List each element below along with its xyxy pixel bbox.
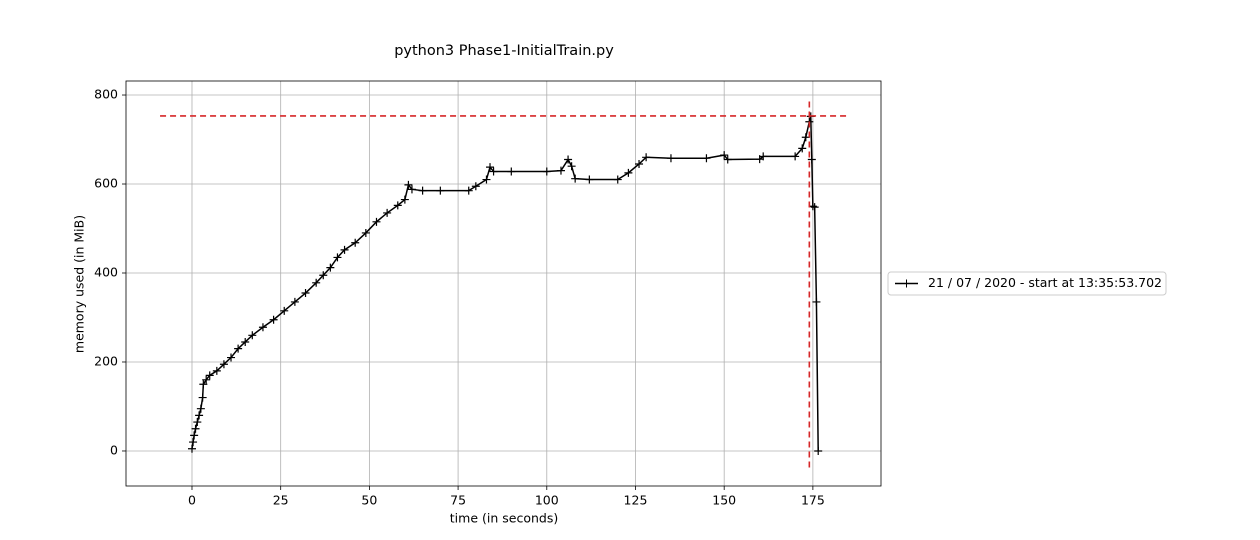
x-tick-label: 125 (624, 493, 648, 508)
data-point (624, 168, 633, 177)
data-point (227, 353, 236, 362)
x-tick-label: 175 (801, 493, 825, 508)
data-point (418, 186, 427, 195)
data-point (219, 360, 228, 369)
data-point (340, 245, 349, 254)
data-point (301, 289, 310, 298)
data-point (720, 151, 729, 160)
plot-frame (125, 80, 882, 487)
x-tick-label: 100 (535, 493, 559, 508)
data-point (199, 380, 208, 389)
data-point (613, 175, 622, 184)
data-point (567, 162, 576, 171)
data-point (556, 166, 565, 175)
legend-label: 21 / 07 / 2020 - start at 13:35:53.702 (928, 275, 1162, 290)
data-point (801, 133, 810, 142)
data-point (666, 154, 675, 163)
data-point (814, 446, 823, 455)
chart-title: python3 Phase1-InitialTrain.py (394, 43, 614, 59)
data-point (393, 201, 402, 210)
data-point (187, 444, 196, 453)
data-point (195, 411, 204, 420)
x-tick-label: 50 (361, 493, 377, 508)
data-point (326, 263, 335, 272)
data-point (723, 155, 732, 164)
legend-marker (902, 279, 911, 288)
data-point (404, 180, 413, 189)
data-point (400, 195, 409, 204)
data-point (193, 418, 202, 427)
y-tick-label: 0 (110, 442, 118, 457)
data-point (198, 393, 207, 402)
legend-box (887, 271, 1167, 296)
data-point (202, 375, 211, 384)
data-point (807, 155, 816, 164)
data-point (351, 238, 360, 247)
data-point (808, 202, 817, 211)
data-point (205, 371, 214, 380)
data-point (191, 424, 200, 433)
data-point (196, 404, 205, 413)
y-tick-label: 400 (94, 264, 118, 279)
data-point (269, 315, 278, 324)
data-point (212, 366, 221, 375)
data-point (642, 153, 651, 162)
y-axis-label: memory used (in MiB) (72, 215, 87, 353)
data-point (635, 159, 644, 168)
y-tick-label: 200 (94, 353, 118, 368)
data-point (333, 253, 342, 262)
x-tick-label: 0 (188, 493, 196, 508)
data-point (564, 155, 573, 164)
data-point (542, 167, 551, 176)
data-point (383, 208, 392, 217)
data-point (312, 278, 321, 287)
data-point (290, 297, 299, 306)
data-point (471, 182, 480, 191)
data-point (241, 337, 250, 346)
data-point (361, 228, 370, 237)
data-point (234, 344, 243, 353)
x-tick-label: 25 (273, 493, 289, 508)
data-point (248, 331, 257, 340)
data-point (798, 144, 807, 153)
data-point (407, 185, 416, 194)
data-point (507, 167, 516, 176)
data-point (489, 167, 498, 176)
data-point (585, 175, 594, 184)
data-point (372, 217, 381, 226)
x-tick-label: 75 (450, 493, 466, 508)
data-point (190, 431, 199, 440)
y-tick-label: 600 (94, 176, 118, 191)
data-point (280, 306, 289, 315)
x-axis-label: time (in seconds) (450, 511, 558, 526)
data-point (189, 438, 198, 447)
data-point (486, 163, 495, 172)
data-point (702, 154, 711, 163)
x-tick-label: 150 (712, 493, 736, 508)
data-point (810, 203, 819, 212)
data-point (319, 271, 328, 280)
data-point (812, 297, 821, 306)
y-tick-label: 800 (94, 87, 118, 102)
data-point (759, 152, 768, 161)
data-point (791, 152, 800, 161)
data-point (436, 186, 445, 195)
legend: 21 / 07 / 2020 - start at 13:35:53.702 (887, 271, 1167, 296)
data-point (571, 174, 580, 183)
data-point (258, 323, 267, 332)
data-point (482, 175, 491, 184)
data-point (464, 186, 473, 195)
